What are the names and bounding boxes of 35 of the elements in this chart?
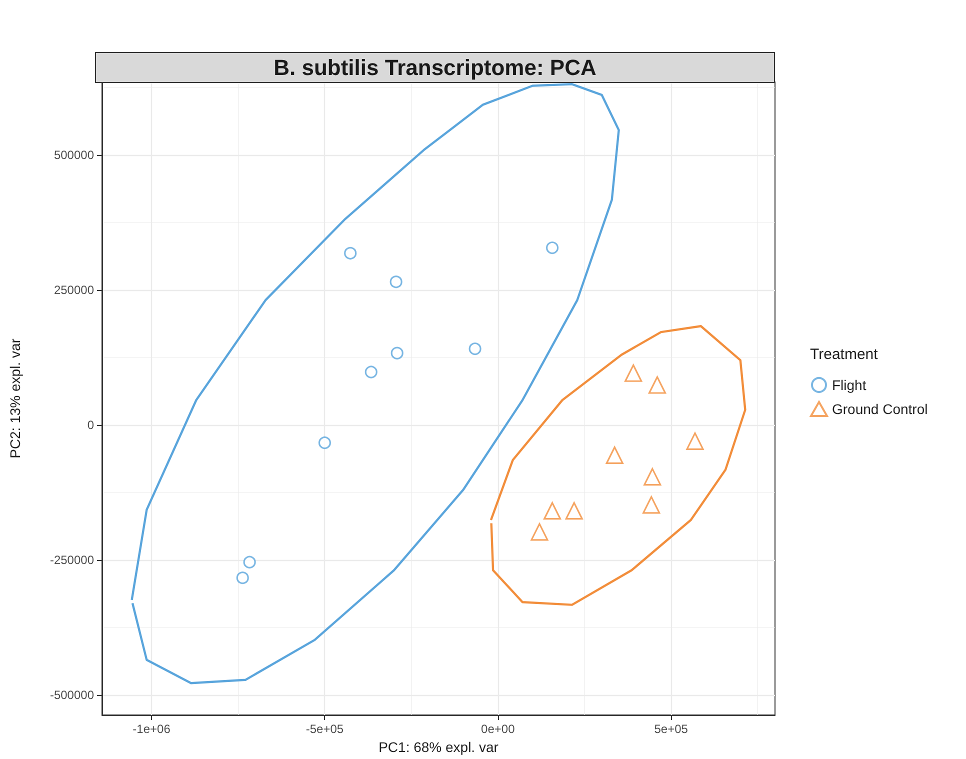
point	[390, 346, 404, 360]
point	[543, 502, 562, 520]
x-axis-title: PC1: 68% expl. var	[378, 738, 499, 755]
point	[530, 523, 548, 541]
line-series	[490, 325, 746, 606]
point	[390, 276, 402, 288]
point	[344, 246, 357, 260]
x-tick-label: -5e+05	[306, 722, 344, 736]
legend-label: Flight	[832, 377, 866, 393]
y-tick-label: -500000	[50, 688, 94, 702]
point	[648, 376, 666, 394]
x-tick-label: 5e+05	[654, 722, 688, 736]
y-tick-label: 250000	[54, 282, 94, 297]
x-tick-label: -1e+06	[132, 722, 171, 736]
y-tick-label: 0	[87, 418, 94, 432]
point	[243, 556, 256, 568]
chart-title: B. subtilis Transcriptome: PCA	[95, 52, 775, 83]
point	[565, 502, 583, 520]
point	[606, 446, 624, 464]
y-axis-title: PC2: 13% expl. var	[7, 338, 23, 458]
legend-title: Treatment	[810, 346, 879, 363]
point	[686, 432, 704, 450]
point	[644, 468, 662, 486]
legend-label: Ground Control	[832, 401, 928, 417]
point	[546, 242, 559, 254]
point	[236, 572, 249, 584]
point	[624, 364, 642, 382]
x-tick-label: 0e+00	[481, 722, 516, 736]
line-series	[130, 83, 620, 684]
point	[642, 496, 660, 514]
point	[364, 366, 378, 378]
point	[468, 342, 482, 356]
y-tick-label: -250000	[50, 552, 94, 567]
y-tick-label: 500000	[54, 148, 94, 162]
point	[318, 436, 332, 450]
